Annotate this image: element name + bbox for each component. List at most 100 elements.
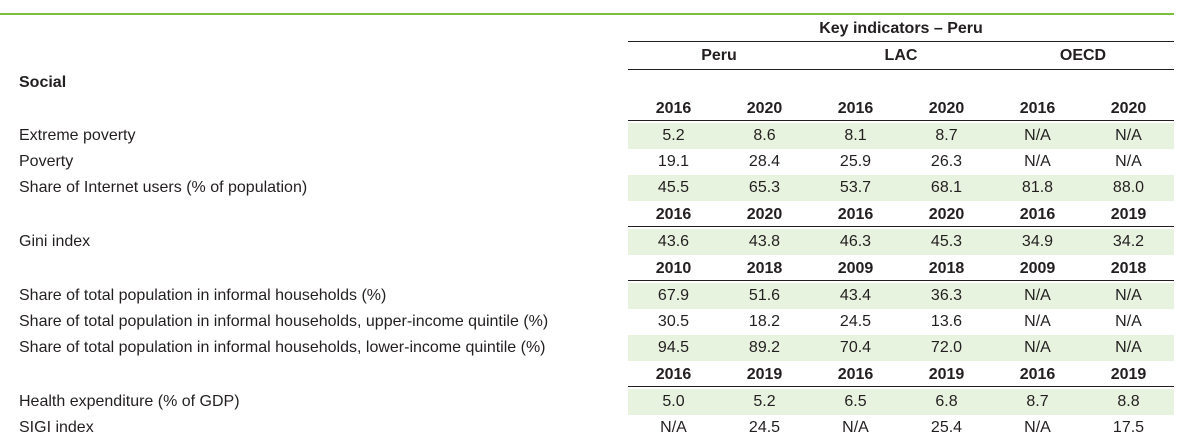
- value-cell: 43.8: [748, 233, 781, 250]
- value-cell: N/A: [842, 419, 869, 436]
- value-cell: 8.6: [753, 127, 776, 144]
- value-cell: 51.6: [748, 287, 781, 304]
- year-header-row: 2016 2020 2016 2020 2016 2020: [628, 97, 1174, 121]
- value-cell: 67.9: [657, 287, 690, 304]
- year-cell: 2016: [1019, 366, 1056, 383]
- section-heading: Social: [19, 74, 67, 91]
- row-label: Health expenditure (% of GDP): [19, 393, 240, 410]
- row-label: SIGI index: [19, 419, 94, 436]
- table-title: Key indicators – Peru: [819, 20, 983, 37]
- table-row: SIGI index N/A 24.5 N/A 25.4 N/A 17.5: [0, 415, 1174, 441]
- year-cell: 2019: [746, 366, 783, 383]
- row-shading: [628, 175, 1174, 201]
- value-cell: N/A: [1024, 153, 1051, 170]
- year-cell: 2020: [928, 206, 965, 223]
- year-cell: 2016: [837, 366, 874, 383]
- row-label: Share of total population in informal ho…: [19, 339, 546, 356]
- group-header-peru: Peru: [701, 47, 737, 64]
- title-rule: [628, 41, 1174, 42]
- row-shading: [628, 283, 1174, 309]
- value-cell: 8.7: [935, 127, 958, 144]
- value-cell: 8.1: [844, 127, 867, 144]
- year-cell: 2016: [1019, 100, 1056, 117]
- value-cell: 34.9: [1021, 233, 1054, 250]
- value-cell: N/A: [1024, 313, 1051, 330]
- year-cell: 2016: [837, 206, 874, 223]
- year-cell: 2020: [746, 206, 783, 223]
- value-cell: 5.2: [662, 127, 685, 144]
- value-cell: N/A: [1024, 339, 1051, 356]
- year-cell: 2019: [1110, 206, 1147, 223]
- row-label: Poverty: [19, 153, 74, 170]
- value-cell: 8.7: [1026, 393, 1049, 410]
- year-row-rule: [628, 386, 1174, 387]
- year-row-rule: [628, 226, 1174, 227]
- row-label: Extreme poverty: [19, 127, 136, 144]
- year-cell: 2018: [928, 260, 965, 277]
- year-cell: 2020: [1110, 100, 1147, 117]
- value-cell: 46.3: [839, 233, 872, 250]
- value-cell: 88.0: [1112, 179, 1145, 196]
- value-cell: 30.5: [657, 313, 690, 330]
- value-cell: 8.8: [1117, 393, 1140, 410]
- group-header-oecd: OECD: [1059, 47, 1107, 64]
- value-cell: 94.5: [657, 339, 690, 356]
- row-label: Share of total population in informal ho…: [19, 287, 387, 304]
- row-shading: [628, 389, 1174, 415]
- year-row-rule: [628, 120, 1174, 121]
- value-cell: 25.9: [839, 153, 872, 170]
- value-cell: N/A: [1115, 127, 1142, 144]
- row-shading: [628, 229, 1174, 255]
- table-row: Health expenditure (% of GDP) 5.0 5.2 6.…: [0, 389, 1174, 415]
- value-cell: 18.2: [748, 313, 781, 330]
- row-shading: [628, 335, 1174, 361]
- value-cell: 89.2: [748, 339, 781, 356]
- year-cell: 2009: [1019, 260, 1056, 277]
- table-row: Share of Internet users (% of population…: [0, 175, 1174, 201]
- year-cell: 2009: [837, 260, 874, 277]
- value-cell: N/A: [1115, 339, 1142, 356]
- table-row: Share of total population in informal ho…: [0, 335, 1174, 361]
- value-cell: 6.5: [844, 393, 867, 410]
- value-cell: 72.0: [930, 339, 963, 356]
- value-cell: N/A: [1024, 127, 1051, 144]
- value-cell: 65.3: [748, 179, 781, 196]
- table-row: Share of total population in informal ho…: [0, 309, 1174, 335]
- year-header-row: 2016 2020 2016 2020 2016 2019: [628, 203, 1174, 227]
- year-header-row: 2016 2019 2016 2019 2016 2019: [628, 363, 1174, 387]
- row-label: Share of total population in informal ho…: [19, 313, 549, 330]
- value-cell: 34.2: [1112, 233, 1145, 250]
- value-cell: N/A: [1024, 419, 1051, 436]
- value-cell: N/A: [1115, 313, 1142, 330]
- value-cell: 53.7: [839, 179, 872, 196]
- value-cell: 5.0: [662, 393, 685, 410]
- year-row-rule: [628, 280, 1174, 281]
- value-cell: 5.2: [753, 393, 776, 410]
- year-cell: 2018: [1110, 260, 1147, 277]
- value-cell: 26.3: [930, 153, 963, 170]
- value-cell: 19.1: [657, 153, 690, 170]
- value-cell: 68.1: [930, 179, 963, 196]
- year-cell: 2019: [1110, 366, 1147, 383]
- value-cell: 24.5: [748, 419, 781, 436]
- value-cell: 43.4: [839, 287, 872, 304]
- value-cell: N/A: [1024, 287, 1051, 304]
- table-row: Gini index 43.6 43.8 46.3 45.3 34.9 34.2: [0, 229, 1174, 255]
- year-cell: 2010: [655, 260, 692, 277]
- year-cell: 2016: [837, 100, 874, 117]
- row-label: Gini index: [19, 233, 91, 250]
- value-cell: N/A: [1115, 287, 1142, 304]
- year-header-row: 2010 2018 2009 2018 2009 2018: [628, 257, 1174, 281]
- value-cell: 45.5: [657, 179, 690, 196]
- value-cell: 36.3: [930, 287, 963, 304]
- year-cell: 2018: [746, 260, 783, 277]
- value-cell: 28.4: [748, 153, 781, 170]
- value-cell: 45.3: [930, 233, 963, 250]
- value-cell: 70.4: [839, 339, 872, 356]
- value-cell: 43.6: [657, 233, 690, 250]
- value-cell: 17.5: [1112, 419, 1145, 436]
- table-row: Share of total population in informal ho…: [0, 283, 1174, 309]
- top-accent-rule: [0, 13, 1174, 15]
- row-label: Share of Internet users (% of population…: [19, 179, 308, 196]
- year-cell: 2016: [655, 100, 692, 117]
